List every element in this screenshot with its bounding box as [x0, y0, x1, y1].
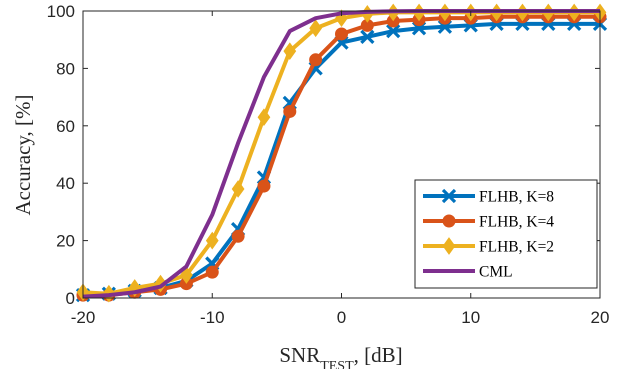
- data-point-diamond-marker: [205, 231, 219, 250]
- data-point-circle-marker: [283, 104, 297, 118]
- data-point-circle-marker: [442, 214, 456, 228]
- legend-entry: CML: [423, 264, 513, 281]
- y-tick-label: 100: [47, 2, 75, 21]
- x-tick-label: 0: [337, 308, 346, 327]
- axes-box: [82, 10, 601, 299]
- y-tick-label: 80: [56, 59, 75, 78]
- x-tick-label: 20: [591, 308, 610, 327]
- legend-label: FLHB, K=8: [479, 189, 554, 206]
- data-point-x-marker: [360, 29, 375, 44]
- legend-label: FLHB, K=2: [479, 239, 554, 256]
- legend-entry: FLHB, K=4: [423, 214, 554, 231]
- data-point-circle-marker: [257, 179, 271, 193]
- y-tick-label: 60: [56, 117, 75, 136]
- x-tick-label: 10: [461, 308, 480, 327]
- axes-layer: -20 -10 0 10 20 0 20 40 60 80 100: [47, 2, 610, 327]
- x-axis-title: SNRTEST, [dB]: [279, 343, 402, 369]
- data-point-diamond-marker: [231, 180, 245, 198]
- data-point-circle-marker: [335, 27, 348, 41]
- data-point-diamond-marker: [309, 19, 323, 38]
- legend-label: CML: [479, 264, 513, 281]
- data-point-diamond-marker: [442, 237, 456, 255]
- legend-label: FLHB, K=4: [479, 214, 554, 231]
- legend: FLHB, K=8 FLHB, K=4 FLHB, K=2 CML: [414, 179, 598, 289]
- legend-entry: FLHB, K=2: [423, 237, 554, 256]
- x-tick-label: -10: [200, 308, 225, 327]
- data-point-circle-marker: [205, 265, 219, 279]
- y-axis-title: Accuracy, [%]: [11, 94, 35, 215]
- y-tick-label: 0: [66, 289, 75, 308]
- legend-entry: FLHB, K=8: [423, 189, 554, 206]
- y-tick-label: 20: [56, 232, 75, 251]
- x-tick-label: -20: [71, 308, 96, 327]
- data-point-diamond-marker: [283, 42, 297, 61]
- y-tick-label: 40: [56, 174, 75, 193]
- data-point-circle-marker: [309, 53, 323, 67]
- data-point-x-marker: [386, 23, 401, 39]
- data-point-x-marker: [441, 188, 457, 204]
- data-point-circle-marker: [231, 229, 245, 243]
- data-point-diamond-marker: [257, 108, 271, 127]
